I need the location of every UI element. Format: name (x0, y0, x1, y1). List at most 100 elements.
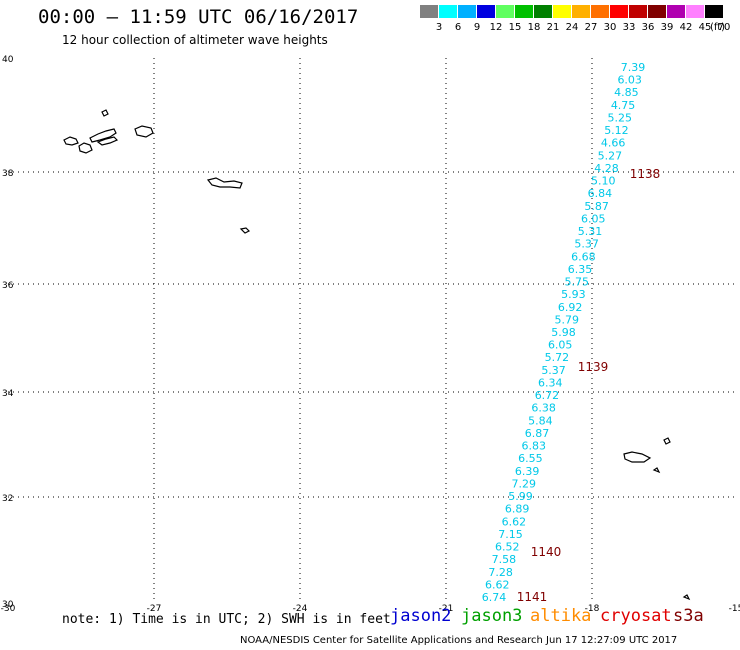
legend-unit: (ft) (710, 22, 726, 33)
wave-height-label: 4.66 (601, 137, 626, 150)
legend-swatch (420, 5, 438, 18)
legend-swatch (686, 5, 704, 18)
legend-label: 24 (565, 22, 579, 33)
island-porto-santo (663, 437, 671, 445)
wave-height-label: 6.72 (535, 389, 560, 402)
island-selvagens (682, 594, 691, 601)
wave-height-label: 5.31 (578, 225, 603, 238)
wave-height-label: 7.15 (498, 528, 523, 541)
orbit-number: 1138 (630, 167, 661, 181)
wave-height-label: 6.38 (531, 402, 556, 415)
island-santa-maria (239, 227, 251, 234)
legend-swatch (629, 5, 647, 18)
lon-tick-label: -24 (293, 604, 308, 614)
lat-tick-label: 32 (2, 494, 13, 504)
lat-tick-label: 38 (2, 169, 14, 179)
island-desertas (652, 467, 661, 474)
lon-tick-label: -21 (439, 604, 454, 614)
lon-tick-label: -27 (147, 604, 162, 614)
wave-height-label: 5.99 (508, 490, 533, 503)
wave-height-label: 7.39 (621, 61, 646, 74)
lat-tick-label: 30 (2, 600, 14, 610)
wave-height-label: 6.89 (505, 503, 530, 516)
color-legend: 3 6 9 12 15 18 21 24 27 30 33 36 39 42 45 70 (ft) (420, 5, 740, 37)
lon-tick-label: -18 (585, 604, 600, 614)
island-terceira (134, 125, 154, 138)
wave-height-label: 5.75 (564, 276, 589, 289)
wave-height-label: 6.35 (568, 263, 593, 276)
wave-height-label: 7.58 (492, 553, 517, 566)
wave-height-label: 5.12 (604, 124, 629, 137)
wave-height-label: 5.84 (528, 414, 553, 427)
legend-label: 21 (546, 22, 560, 33)
wave-height-label: 5.79 (555, 313, 580, 326)
orbit-number: 1139 (578, 360, 609, 374)
wave-height-label: 5.93 (561, 288, 586, 301)
wave-height-label: 6.34 (538, 376, 563, 389)
legend-label: 6 (454, 22, 462, 33)
chart-subtitle: 12 hour collection of altimeter wave hei… (62, 33, 328, 47)
wave-height-label: 5.10 (591, 175, 616, 188)
legend-label: 12 (489, 22, 503, 33)
lon-tick-label: -30 (1, 604, 16, 614)
wave-height-label: 7.29 (512, 477, 537, 490)
wave-height-label: 5.27 (598, 149, 623, 162)
orbit-number: 1140 (531, 545, 562, 559)
legend-swatch (610, 5, 628, 18)
wave-height-label: 4.75 (611, 99, 636, 112)
wave-height-label: 6.52 (495, 541, 520, 554)
wave-height-label: 6.03 (617, 74, 642, 87)
altimeter-track: 7.396.034.854.755.255.124.665.274.285.10… (482, 61, 646, 604)
legend-label: 27 (584, 22, 598, 33)
wave-height-label: 5.37 (541, 364, 566, 377)
wave-height-label: 4.28 (594, 162, 619, 175)
legend-label: 3 (435, 22, 443, 33)
footer-credit: NOAA/NESDIS Center for Satellite Applica… (240, 635, 678, 646)
satellite-jason2: jason2 (390, 606, 452, 626)
legend-swatch (667, 5, 685, 18)
wave-height-label: 6.05 (548, 339, 573, 352)
wave-height-label: 6.68 (571, 250, 596, 263)
wave-height-label: 6.55 (518, 452, 543, 465)
wave-height-label: 6.74 (482, 591, 507, 604)
note-text: note: 1) Time is in UTC; 2) SWH is in fe… (62, 612, 391, 627)
satellite-cryosat: cryosat (600, 606, 672, 626)
wave-height-label: 6.62 (502, 515, 527, 528)
legend-swatch (705, 5, 723, 18)
orbit-labels: 1138 1139 1140 1141 (517, 167, 661, 604)
wave-height-label: 6.87 (525, 427, 550, 440)
legend-label: 36 (641, 22, 655, 33)
wave-height-label: 7.28 (488, 566, 513, 579)
wave-height-label: 6.84 (588, 187, 613, 200)
lat-tick-label: 36 (2, 281, 14, 291)
wave-height-label: 5.98 (551, 326, 576, 339)
island-flores (63, 136, 79, 146)
coastlines (63, 109, 691, 601)
wave-height-label: 6.92 (558, 301, 583, 314)
legend-swatch (477, 5, 495, 18)
island-sao-miguel (206, 177, 243, 189)
lat-tick-label: 40 (2, 55, 14, 65)
lon-tick-label: -15 (729, 604, 740, 614)
island-sao-jorge (96, 136, 119, 146)
map-grid: 40 38 36 34 32 30-30 -27 -24 -21 -18 -15 (1, 55, 740, 614)
legend-swatch (496, 5, 514, 18)
legend-swatch (515, 5, 533, 18)
wave-height-label: 4.85 (614, 86, 639, 99)
legend-swatch (439, 5, 457, 18)
legend-label: 70 (717, 22, 731, 33)
lat-tick-label: 34 (2, 389, 14, 399)
satellite-jason3: jason3 (461, 606, 523, 626)
legend-label: 45 (698, 22, 712, 33)
legend-swatch (572, 5, 590, 18)
legend-label: 39 (660, 22, 674, 33)
wave-height-label: 6.05 (581, 212, 606, 225)
satellite-s3a: s3a (673, 606, 704, 626)
legend-label: 33 (622, 22, 636, 33)
wave-height-label: 6.39 (515, 465, 540, 478)
island-corvo (101, 109, 109, 117)
wave-height-label: 5.37 (574, 238, 599, 251)
wave-height-label: 5.25 (608, 111, 633, 124)
orbit-number: 1141 (517, 590, 548, 604)
